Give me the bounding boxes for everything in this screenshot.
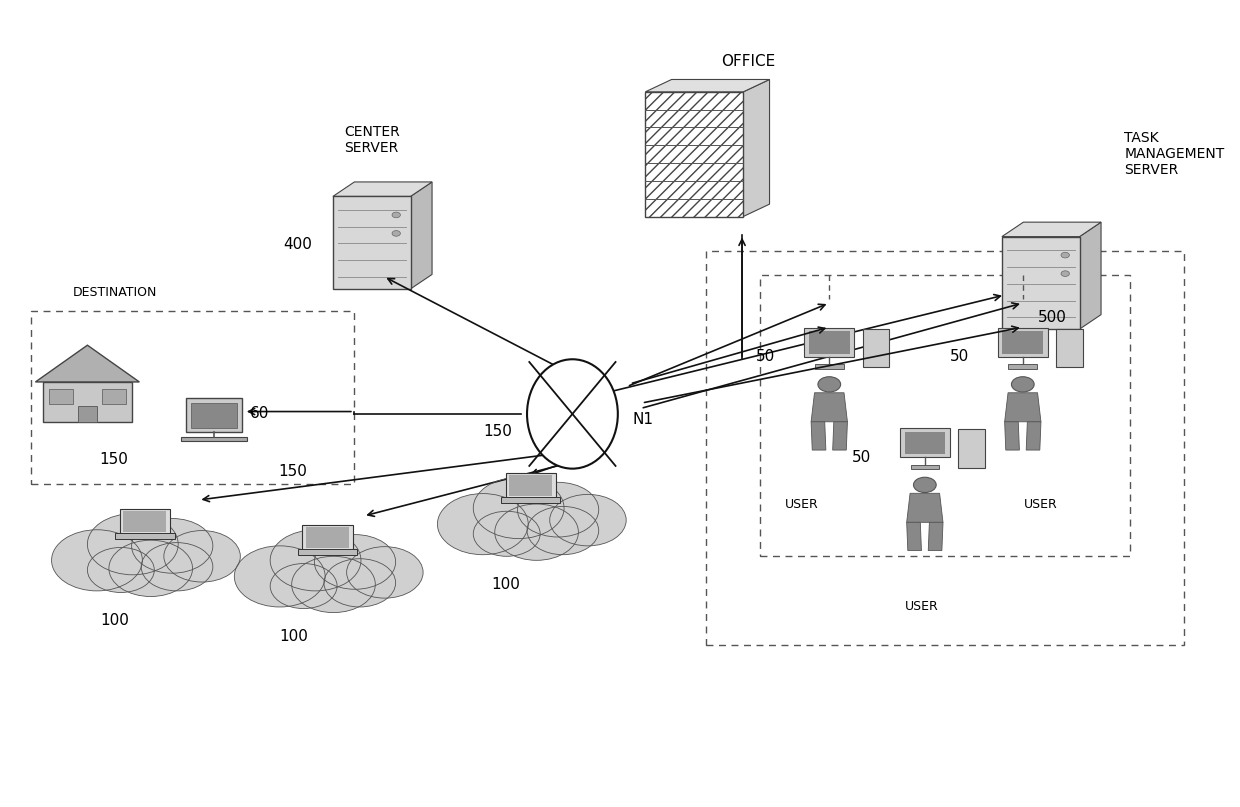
Bar [805,328,854,357]
Bar [50,389,73,404]
Circle shape [818,377,841,392]
Polygon shape [1080,222,1101,329]
Bar [115,533,175,539]
Circle shape [52,529,143,591]
Bar [998,328,1048,357]
Circle shape [914,477,936,492]
Text: 500: 500 [1038,310,1068,325]
Bar [645,92,743,216]
Bar [900,429,950,458]
Ellipse shape [527,359,618,469]
Polygon shape [410,182,432,289]
Bar [1002,331,1043,353]
Polygon shape [1002,222,1101,236]
Circle shape [87,514,179,575]
Text: 150: 150 [482,424,512,439]
Circle shape [517,483,599,537]
Polygon shape [332,182,432,196]
Polygon shape [1004,422,1019,450]
Bar [42,382,133,421]
Circle shape [474,512,541,556]
Text: OFFICE: OFFICE [720,54,775,69]
Text: TASK
MANAGEMENT
SERVER: TASK MANAGEMENT SERVER [1125,131,1225,178]
Bar [181,437,247,441]
Text: 100: 100 [280,629,309,644]
Circle shape [1061,253,1069,258]
Polygon shape [1027,422,1040,450]
Bar [707,251,1184,645]
Circle shape [270,563,337,608]
Circle shape [141,542,213,591]
Polygon shape [811,393,847,422]
Bar [506,473,556,499]
Circle shape [392,231,401,236]
Circle shape [270,529,361,591]
Bar [78,406,97,421]
Bar [1056,328,1083,367]
Bar [1002,236,1080,329]
Bar [501,497,560,504]
Bar [119,509,170,534]
Circle shape [109,540,192,596]
Circle shape [549,495,626,546]
Bar [186,399,242,432]
Text: 60: 60 [250,406,269,420]
Text: USER: USER [1024,498,1058,511]
Circle shape [347,546,423,598]
Circle shape [315,534,396,589]
Text: USER: USER [904,600,939,613]
Polygon shape [645,79,770,92]
Bar [760,275,1131,556]
Bar [123,512,166,532]
Circle shape [392,212,401,218]
Bar [959,429,985,468]
Bar [332,196,410,289]
Circle shape [164,530,241,582]
Circle shape [1061,271,1069,277]
Circle shape [291,556,376,613]
Bar [306,527,348,548]
Bar [298,549,357,555]
Text: 150: 150 [99,452,128,467]
Text: 100: 100 [491,577,520,592]
Circle shape [234,546,325,607]
Polygon shape [811,422,826,450]
Text: 400: 400 [283,236,312,252]
Circle shape [131,519,213,573]
Bar [808,331,849,353]
Text: 50: 50 [852,449,870,465]
Polygon shape [906,493,942,522]
Polygon shape [929,522,942,550]
Circle shape [324,558,396,607]
Bar [102,389,125,404]
Text: 100: 100 [100,613,129,628]
Polygon shape [1004,393,1040,422]
Polygon shape [743,79,770,216]
Circle shape [495,504,578,560]
Circle shape [1012,377,1034,392]
Circle shape [527,507,599,554]
Circle shape [87,547,154,592]
Bar [303,525,352,550]
Text: 150: 150 [279,464,308,479]
Text: N1: N1 [632,412,653,427]
Text: 50: 50 [756,349,775,364]
Text: CENTER
SERVER: CENTER SERVER [343,124,399,155]
Bar [910,465,939,470]
Bar [863,328,889,367]
Text: DESTINATION: DESTINATION [73,286,157,299]
Polygon shape [36,345,139,382]
Circle shape [474,478,564,538]
Bar [191,404,237,429]
Bar [31,311,353,484]
Polygon shape [833,422,847,450]
Text: USER: USER [785,498,818,511]
Polygon shape [906,522,921,550]
Bar [1008,364,1037,369]
Bar [904,432,945,454]
Bar [815,364,843,369]
Circle shape [438,494,528,554]
Text: 50: 50 [950,349,968,364]
Bar [510,475,552,496]
